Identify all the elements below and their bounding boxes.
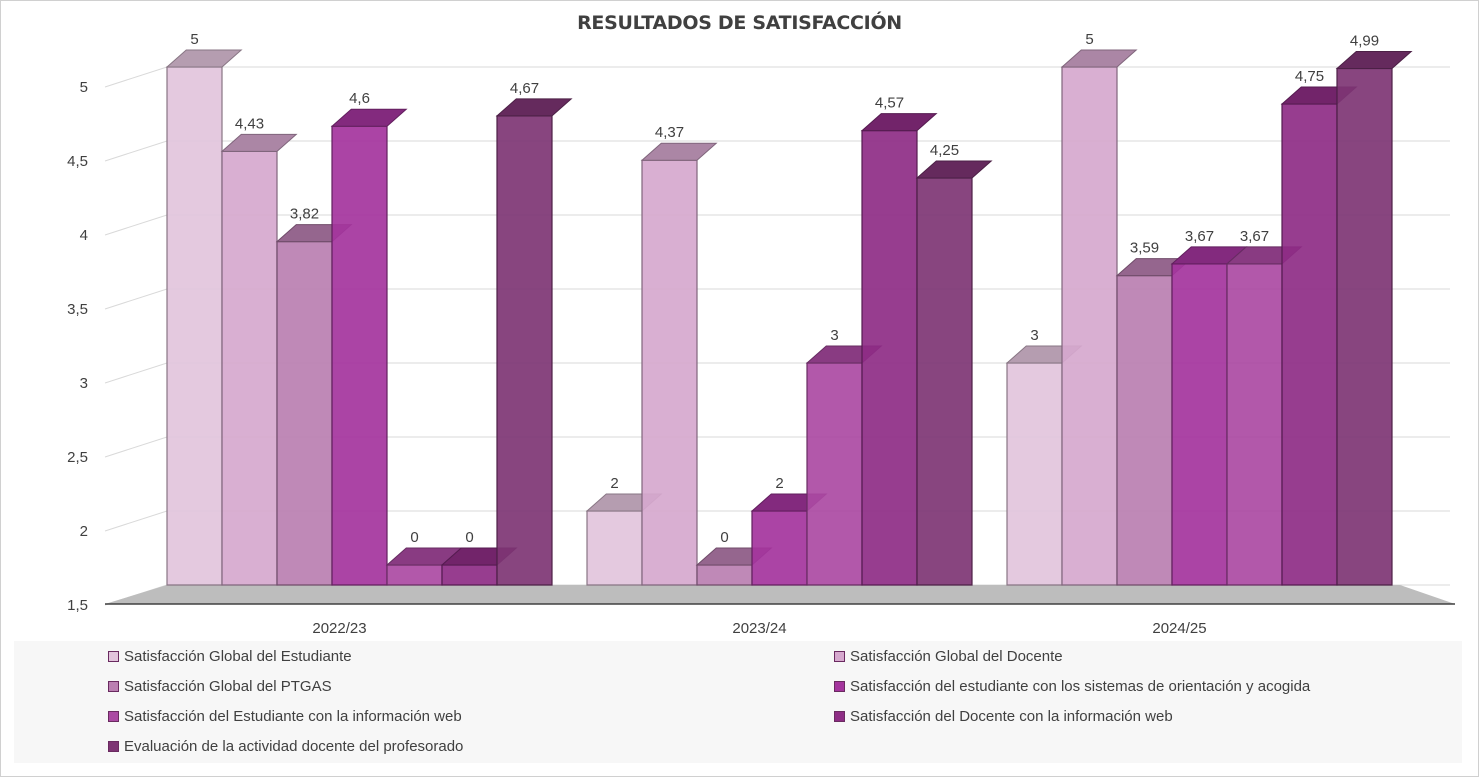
data-label: 0: [465, 529, 473, 546]
legend-item: Satisfacción del Docente con la informac…: [834, 708, 1173, 725]
legend-swatch: [834, 681, 845, 692]
data-label: 4,75: [1295, 68, 1324, 85]
bar-front: [1116, 275, 1173, 586]
gridline-side: [104, 436, 168, 458]
data-label: 5: [1085, 31, 1093, 48]
bar-front: [221, 150, 278, 586]
legend-swatch: [834, 651, 845, 662]
bar-front: [1336, 67, 1393, 586]
y-tick-label: 2: [80, 523, 88, 540]
legend-item: Satisfacción Global del PTGAS: [108, 678, 332, 695]
data-label: 4,6: [349, 90, 370, 107]
legend-swatch: [834, 711, 845, 722]
legend-swatch: [108, 681, 119, 692]
legend-label: Satisfacción del estudiante con los sist…: [850, 678, 1311, 695]
x-tick-label: 2022/23: [312, 620, 366, 637]
bar-front: [386, 564, 443, 586]
data-label: 3,82: [290, 206, 319, 223]
bar-top: [330, 108, 408, 127]
y-tick-label: 1,5: [67, 597, 88, 614]
chart-plot: 1,5 2 2,5 3 3,5 4 4,5 5 2022/23 5 4,43 3,82 4,6 0 0 4,6…: [67, 31, 1455, 637]
data-label: 3,67: [1240, 228, 1269, 245]
bar-top: [220, 133, 298, 152]
data-label: 3,59: [1130, 240, 1159, 257]
data-label: 2: [775, 475, 783, 492]
legend-item: Satisfacción del estudiante con los sist…: [834, 678, 1310, 695]
bar-front: [1006, 362, 1063, 586]
bar-front: [331, 125, 388, 586]
bar-top: [1060, 49, 1138, 68]
x-tick-label: 2024/25: [1152, 620, 1206, 637]
y-tick-label: 4: [80, 227, 88, 244]
legend-label: Satisfacción Global del PTGAS: [124, 678, 332, 695]
gridline-side: [104, 66, 168, 88]
legend-item: Satisfacción Global del Docente: [834, 648, 1063, 665]
y-tick-label: 2,5: [67, 449, 88, 466]
bar-top: [495, 98, 573, 117]
data-label: 4,37: [655, 124, 684, 141]
bar-front: [1061, 66, 1118, 586]
gridline-side: [104, 140, 168, 162]
legend-item: Evaluación de la actividad docente del p…: [108, 738, 463, 755]
gridline-side: [104, 288, 168, 310]
gridline-side: [104, 510, 168, 532]
data-label: 2: [610, 475, 618, 492]
bar-front: [441, 564, 498, 586]
data-label: 4,67: [510, 80, 539, 97]
bar-front: [751, 510, 808, 586]
chart-title: RESULTADOS DE SATISFACCIÓN: [577, 12, 902, 34]
y-tick-label: 4,5: [67, 153, 88, 170]
y-tick-label: 3,5: [67, 301, 88, 318]
legend-item: Satisfacción Global del Estudiante: [108, 648, 352, 665]
data-label: 3: [1030, 327, 1038, 344]
data-label: 5: [190, 31, 198, 48]
legend-swatch: [108, 651, 119, 662]
bar-front: [496, 115, 553, 586]
floor: [105, 585, 1455, 604]
legend-label: Evaluación de la actividad docente del p…: [124, 738, 464, 755]
legend-swatch: [108, 741, 119, 752]
bar-top: [1335, 50, 1413, 69]
y-tick-label: 5: [80, 79, 88, 96]
data-label: 4,99: [1350, 32, 1379, 49]
data-label: 3: [830, 327, 838, 344]
gridline-side: [104, 214, 168, 236]
legend-label: Satisfacción Global del Estudiante: [124, 648, 352, 665]
bar-top: [915, 160, 993, 179]
bar-front: [1226, 263, 1283, 586]
bar-front: [1281, 103, 1338, 586]
bar-top: [165, 49, 243, 68]
legend-label: Satisfacción del Docente con la informac…: [850, 708, 1173, 725]
gridline-side: [104, 362, 168, 384]
data-label: 0: [410, 529, 418, 546]
bar-front: [166, 66, 223, 586]
legend-swatch: [108, 711, 119, 722]
bar-top: [860, 113, 938, 132]
legend-label: Satisfacción del Estudiante con la infor…: [124, 708, 462, 725]
bar-front: [276, 241, 333, 586]
data-label: 3,67: [1185, 228, 1214, 245]
data-label: 4,57: [875, 95, 904, 112]
bar-front: [696, 564, 753, 586]
legend-item: Satisfacción del Estudiante con la infor…: [108, 708, 462, 725]
bar-front: [806, 362, 863, 586]
y-tick-label: 3: [80, 375, 88, 392]
bar-front: [916, 177, 973, 586]
bar-front: [861, 130, 918, 586]
legend-label: Satisfacción Global del Docente: [850, 648, 1063, 665]
bar-front: [1171, 263, 1228, 586]
data-label: 0: [720, 529, 728, 546]
bar-front: [641, 159, 698, 586]
x-tick-label: 2023/24: [732, 620, 786, 637]
legend: Satisfacción Global del Estudiante Satisf…: [14, 641, 1462, 763]
bar-top: [640, 142, 718, 161]
data-label: 4,43: [235, 115, 264, 132]
data-label: 4,25: [930, 142, 959, 159]
bar-front: [586, 510, 643, 586]
